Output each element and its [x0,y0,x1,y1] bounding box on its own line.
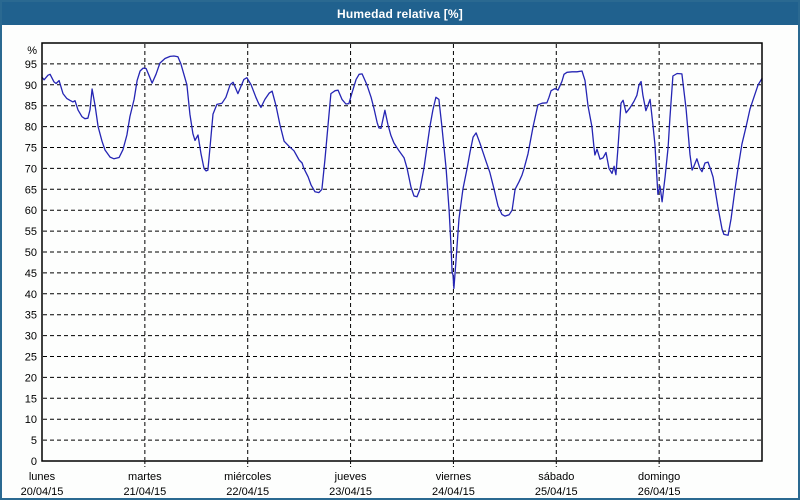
y-tick-label: 60 [25,205,37,217]
x-date-label: 21/04/15 [123,486,166,498]
title-bar: Humedad relativa [%] [2,2,798,25]
y-tick-label: 65 [25,184,37,196]
x-day-label: lunes [29,471,56,483]
y-tick-label: 50 [25,247,37,259]
humidity-series-line [41,55,763,290]
x-date-label: 24/04/15 [432,486,475,498]
y-tick-label: 75 [25,143,37,155]
y-tick-label: 15 [25,393,37,405]
y-tick-label: 35 [25,310,37,322]
y-tick-label: 45 [25,268,37,280]
y-tick-label: 25 [25,352,37,364]
x-day-label: viernes [436,471,472,483]
x-day-label: sábado [538,471,574,483]
y-tick-label: 40 [25,289,37,301]
y-tick-label: 90 [25,80,37,92]
y-tick-label: 30 [25,331,37,343]
y-tick-label: 10 [25,414,37,426]
x-day-label: martes [128,471,162,483]
x-date-label: 23/04/15 [329,486,372,498]
y-tick-label: 85 [25,101,37,113]
chart-title: Humedad relativa [%] [336,6,464,21]
y-tick-label: 0 [31,456,37,468]
y-tick-label: 95 [25,59,37,71]
x-date-label: 20/04/15 [21,486,64,498]
plot-border [41,42,763,462]
x-day-label: miércoles [224,471,272,483]
x-date-label: 26/04/15 [638,486,681,498]
x-date-label: 22/04/15 [226,486,269,498]
y-tick-label: 20 [25,372,37,384]
y-tick-label: 5 [31,435,37,447]
y-axis-unit-label: % [27,45,37,57]
x-date-label: 25/04/15 [535,486,578,498]
x-day-label: jueves [334,471,367,483]
y-tick-label: 70 [25,163,37,175]
y-tick-label: 55 [25,226,37,238]
y-tick-label: 80 [25,122,37,134]
x-day-label: domingo [638,471,680,483]
